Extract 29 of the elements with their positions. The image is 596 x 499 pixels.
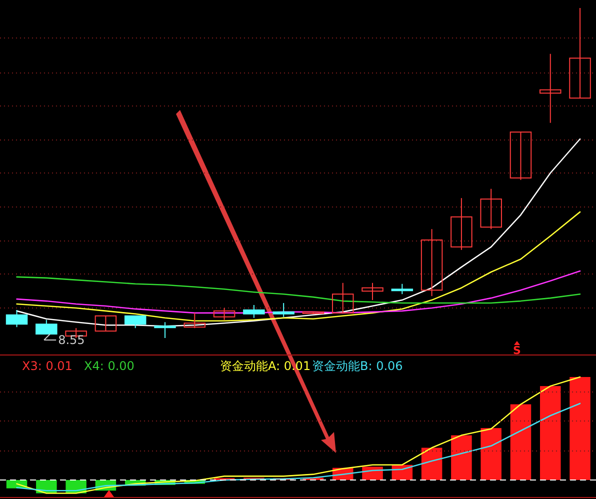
- candlestick: [213, 307, 236, 320]
- bar: [540, 386, 561, 480]
- candlestick: [480, 188, 502, 230]
- candlestick: [272, 302, 294, 318]
- annotation: 8.55: [58, 333, 85, 347]
- text: X4: 0.00: [84, 359, 134, 373]
- candlestick: [332, 282, 354, 314]
- candlestick: [243, 304, 265, 318]
- bar: [480, 428, 502, 480]
- candlestick: [362, 282, 384, 301]
- candlestick: [391, 283, 414, 295]
- candlestick: [569, 8, 591, 99]
- text: 资金动能B: 0.06: [312, 359, 403, 373]
- candlestick: [124, 315, 146, 329]
- candlestick: [420, 228, 443, 297]
- text: S: [513, 344, 522, 357]
- text: X3: 0.01: [22, 359, 72, 373]
- candlestick: [510, 132, 532, 180]
- candlestick: [154, 322, 176, 338]
- candlestick: [450, 198, 472, 250]
- candlestick: [540, 53, 562, 124]
- bar: [451, 435, 472, 480]
- candlestick: [184, 312, 206, 329]
- candlestick: [36, 319, 58, 335]
- bar: [421, 448, 442, 480]
- candlestick: [6, 309, 28, 328]
- bar: [510, 404, 532, 480]
- candlestick: [94, 315, 117, 332]
- bar: [570, 377, 590, 480]
